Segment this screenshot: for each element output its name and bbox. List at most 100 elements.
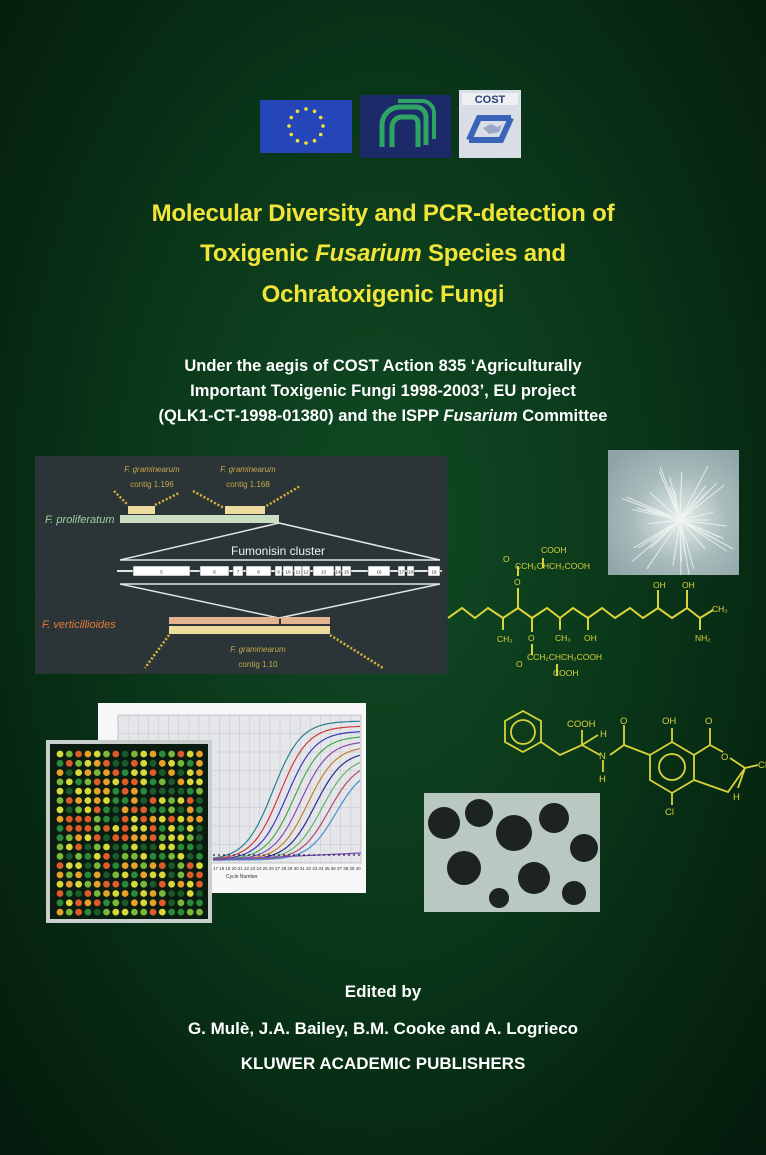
colony — [562, 881, 586, 905]
chem-label: COOH — [567, 719, 596, 730]
x-tick-label: 29 — [287, 866, 293, 871]
array-spot — [177, 871, 185, 879]
array-spot — [103, 852, 110, 860]
star-icon — [304, 107, 308, 111]
gene-box — [367, 565, 391, 577]
array-spot — [196, 797, 203, 804]
array-spot — [168, 769, 175, 776]
array-spot — [158, 880, 166, 888]
array-spot — [196, 834, 203, 842]
array-spot — [177, 843, 185, 851]
array-spot — [140, 862, 148, 869]
chem-label: H — [599, 774, 606, 785]
array-spot — [140, 880, 148, 888]
array-spot — [103, 759, 110, 767]
array-spot — [93, 871, 101, 879]
array-spot — [65, 806, 73, 814]
array-spot — [103, 797, 110, 804]
gene-label: 17 — [399, 570, 405, 575]
array-spot — [93, 750, 101, 758]
array-spot — [56, 806, 64, 814]
array-spot — [131, 778, 138, 786]
array-spot — [56, 815, 64, 823]
x-tick-label: 20 — [232, 866, 238, 871]
array-spot — [131, 899, 138, 907]
x-tick-label: 31 — [300, 866, 306, 871]
array-spot — [112, 825, 120, 832]
array-spot — [65, 778, 73, 786]
array-spot — [158, 852, 166, 860]
subtitle-text: (QLK1-CT-1998-01380) and the ISPP — [158, 407, 444, 425]
array-spot — [84, 769, 92, 776]
cnr-logo — [360, 95, 451, 158]
x-tick-label: 24 — [256, 866, 262, 871]
array-spot — [93, 769, 101, 776]
array-spot — [158, 890, 166, 897]
array-spot — [75, 797, 82, 804]
array-spot — [168, 890, 175, 897]
array-spot — [121, 797, 129, 804]
star-icon — [304, 141, 308, 145]
x-tick-label: 40 — [356, 866, 362, 871]
array-spot — [103, 750, 110, 758]
star-icon — [289, 115, 294, 120]
array-spot — [84, 843, 92, 851]
array-spot — [84, 759, 92, 767]
star-icon — [295, 109, 300, 114]
array-spot — [196, 778, 203, 786]
array-spot — [158, 843, 166, 851]
array-spot — [149, 908, 157, 916]
amplification-curve — [213, 779, 361, 861]
array-spot — [84, 908, 92, 916]
array-spot — [186, 890, 194, 897]
fumonisin-cluster-diagram: F. graminearum contig 1.196 F. graminear… — [35, 456, 447, 674]
title-line-2: Toxigenic Fusarium Species and — [0, 240, 766, 268]
array-spot — [84, 890, 92, 897]
array-spot — [186, 852, 194, 860]
array-spot — [131, 787, 138, 795]
star-icon — [312, 138, 317, 143]
array-spot — [121, 908, 129, 916]
x-tick-label: 23 — [250, 866, 256, 871]
array-spot — [131, 852, 138, 860]
x-tick-label: 34 — [318, 866, 324, 871]
array-spot — [56, 750, 64, 758]
array-spot — [177, 750, 185, 758]
array-spot — [168, 852, 175, 860]
array-spot — [84, 825, 92, 832]
array-spot — [131, 862, 138, 869]
array-spot — [149, 890, 157, 897]
star-icon — [318, 132, 323, 137]
chem-label: COOH — [541, 545, 567, 555]
array-spot — [168, 825, 175, 832]
array-spot — [140, 778, 148, 786]
contig-label: contig 1.168 — [226, 480, 270, 489]
array-spot — [140, 890, 148, 897]
star-icon — [287, 124, 291, 128]
array-spot — [75, 759, 82, 767]
title-text: Species and — [421, 240, 566, 267]
array-spot — [112, 806, 120, 814]
array-spot — [93, 852, 101, 860]
chem-label: O — [516, 659, 523, 669]
array-spot — [149, 825, 157, 832]
array-spot — [177, 908, 185, 916]
array-spot — [65, 899, 73, 907]
array-spot — [56, 852, 64, 860]
array-spot — [196, 908, 203, 916]
array-spot — [140, 797, 148, 804]
array-spot — [177, 787, 185, 795]
editors: G. Mulè, J.A. Bailey, B.M. Cooke and A. … — [187, 1019, 579, 1038]
array-spot — [121, 880, 129, 888]
array-spot — [75, 787, 82, 795]
chem-label: O — [528, 633, 535, 643]
chem-label: O — [620, 716, 627, 727]
chem-label: CH₃ — [497, 634, 513, 644]
array-spot — [103, 778, 110, 786]
array-spot — [121, 815, 129, 823]
array-spot — [149, 806, 157, 814]
array-spot — [93, 797, 101, 804]
array-spot — [112, 778, 120, 786]
array-spot — [56, 862, 64, 869]
array-spot — [186, 750, 194, 758]
